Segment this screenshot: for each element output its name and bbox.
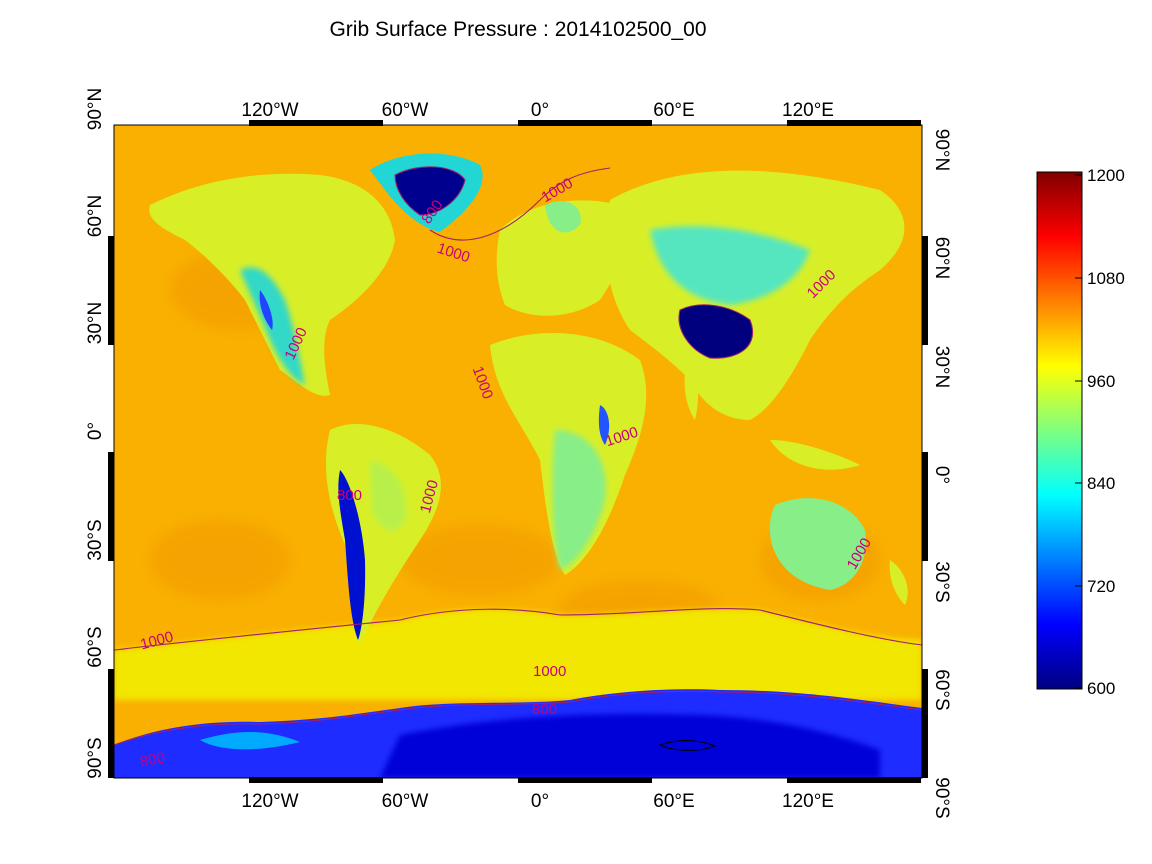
colorbar-label: 1080: [1087, 269, 1125, 288]
lon-label-bottom: 120°E: [782, 791, 834, 812]
contour-antarctic-interior: [658, 740, 717, 751]
lat-label-right: 90°S: [931, 777, 952, 818]
longitude-labels: 120°W 60°W 0° 60°E 120°E 120°W 60°W 0° 6…: [241, 100, 834, 812]
left-latitude-labels: 90°N 60°N 30°N 0° 30°S 60°S 90°S: [85, 88, 106, 779]
lat-label-left: 90°N: [85, 88, 106, 130]
pressure-field: [114, 125, 922, 778]
rockies-peak: [259, 290, 273, 330]
southern-africa-highlands: [552, 430, 606, 570]
contour-label: 800: [337, 487, 362, 504]
map-border-bars: [108, 120, 928, 783]
central-asia-highlands: [650, 226, 810, 305]
antarctica-edge: [200, 731, 300, 750]
scandinavia: [545, 201, 581, 233]
contour-label: 800: [139, 749, 167, 770]
border-bar-left-1: [108, 236, 114, 345]
lon-label-bottom: 60°W: [382, 791, 429, 812]
border-bar-top-2: [518, 120, 652, 126]
border-bar-bottom-2: [518, 777, 652, 783]
antarctica-interior: [380, 714, 880, 778]
lat-label-left: 60°S: [85, 626, 106, 667]
europe: [496, 200, 629, 316]
brazil-highlands: [370, 460, 406, 531]
maritime-southeast-asia: [770, 440, 860, 470]
lat-label-right: 90°N: [931, 129, 952, 171]
lon-label-bottom: 120°W: [241, 791, 298, 812]
andes: [338, 470, 366, 640]
lat-label-right: 30°S: [931, 561, 952, 602]
australia: [769, 498, 866, 590]
lon-label-top: 120°W: [241, 100, 298, 121]
tibetan-plateau: [679, 304, 753, 359]
border-bar-top-3: [787, 120, 921, 126]
contour-800-tibet: [678, 304, 754, 359]
colorbar-label: 960: [1087, 372, 1115, 391]
colorbar: 1200 1080 960 840 720 600: [1036, 166, 1125, 698]
lat-label-right: 60°N: [931, 237, 952, 279]
contour-lines: [114, 166, 922, 751]
lat-label-right: 0°: [931, 466, 952, 484]
contour-label: 1000: [533, 663, 566, 680]
greenland-ice-sheet: [395, 166, 465, 215]
lon-label-top: 120°E: [782, 100, 834, 121]
lon-label-top: 60°E: [653, 100, 694, 121]
ethiopian-highlands: [598, 405, 610, 445]
colorbar-label: 720: [1087, 577, 1115, 596]
border-bar-right-1: [922, 236, 928, 345]
border-bar-left-2: [108, 452, 114, 561]
lat-label-right: 30°N: [931, 346, 952, 388]
border-bar-right-2: [922, 452, 928, 561]
right-latitude-labels: 90°N 60°N 30°N 0° 30°S 60°S 90°S: [931, 129, 952, 819]
contour-label: 800: [532, 701, 557, 718]
lat-label-left: 90°S: [85, 737, 106, 778]
new-zealand: [889, 560, 908, 605]
lat-label-left: 0°: [85, 422, 106, 440]
lat-label-left: 30°S: [85, 519, 106, 560]
border-bar-top-1: [249, 120, 383, 126]
lon-label-top: 60°W: [382, 100, 429, 121]
colorbar-gradient: [1036, 171, 1083, 690]
southern-ocean-band: [114, 608, 922, 700]
colorbar-label: 840: [1087, 474, 1115, 493]
lat-label-left: 30°N: [85, 302, 106, 344]
lon-label-bottom: 0°: [531, 791, 549, 812]
colorbar-ticks: [1075, 174, 1082, 689]
contour-800-antarctica: [114, 690, 922, 746]
india: [684, 350, 699, 420]
colorbar-label: 1200: [1087, 166, 1125, 185]
contour-800-greenland: [394, 166, 466, 216]
lon-label-top: 0°: [531, 100, 549, 121]
border-bar-left-3: [108, 669, 114, 778]
colorbar-label: 600: [1087, 679, 1115, 698]
lat-label-left: 60°N: [85, 195, 106, 237]
lat-label-right: 60°S: [931, 669, 952, 710]
border-bar-right-3: [922, 669, 928, 778]
colorbar-labels: 1200 1080 960 840 720 600: [1087, 166, 1125, 698]
contour-1000-north-atlantic: [429, 167, 611, 241]
border-bar-bottom-3: [787, 777, 921, 783]
contour-1000-southern-ocean: [114, 608, 922, 651]
border-bar-bottom-1: [249, 777, 383, 783]
lon-label-bottom: 60°E: [653, 791, 694, 812]
map-title: Grib Surface Pressure : 2014102500_00: [329, 18, 707, 41]
